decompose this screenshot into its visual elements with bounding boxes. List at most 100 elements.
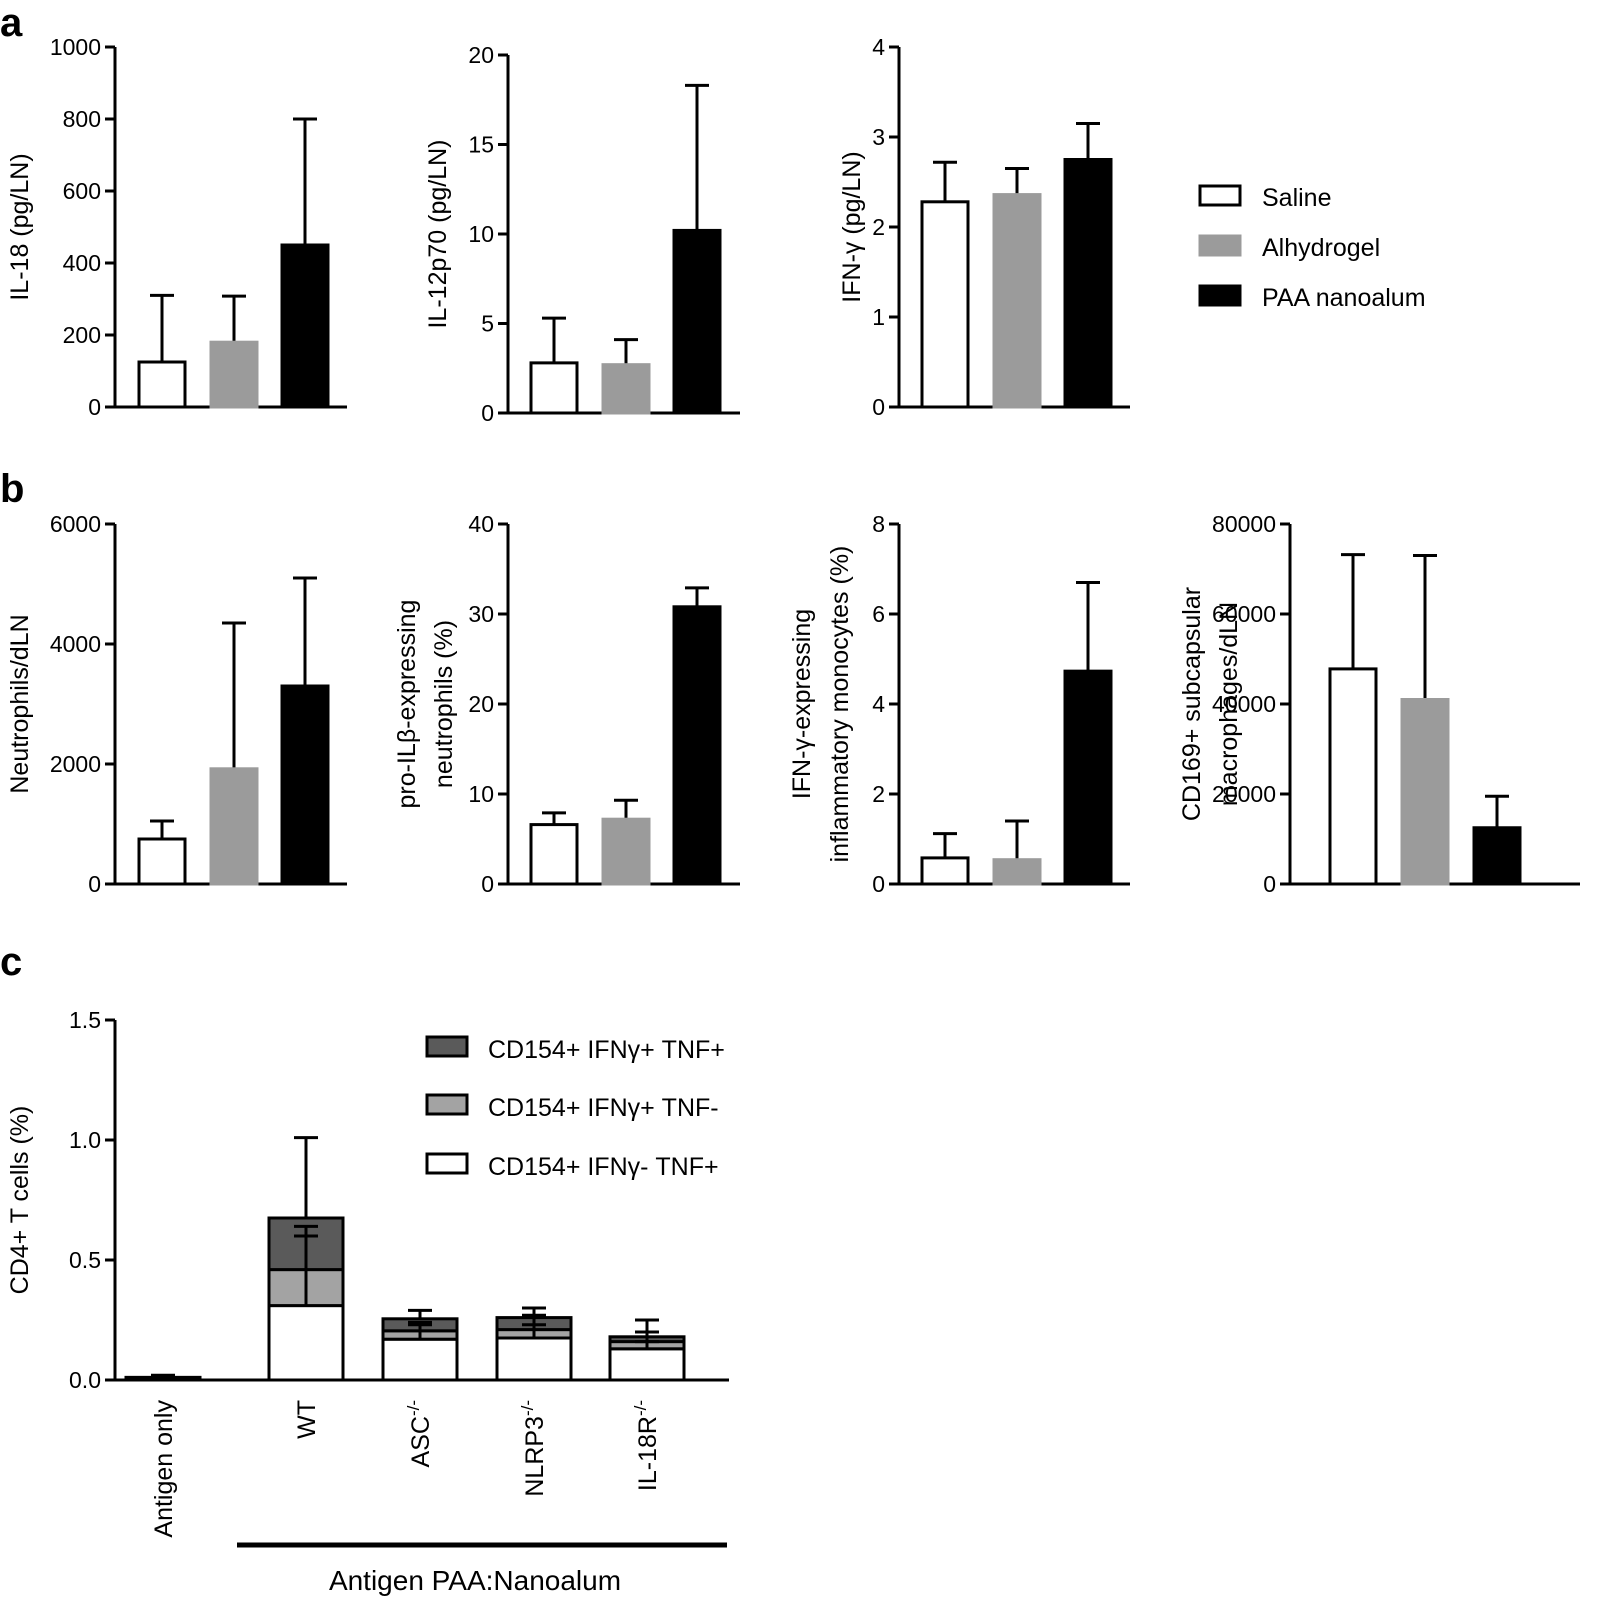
b2-ytick-label: 20 (468, 691, 494, 717)
b2-ylabel: pro-ILβ-expressing (393, 600, 421, 809)
b3-ytick-label: 4 (872, 691, 885, 717)
b3-ytick-label: 2 (872, 781, 885, 807)
b1-ytick-label: 2000 (50, 751, 101, 777)
legend-ab: Saline Alhydrogel PAA nanoalum (1198, 184, 1426, 312)
c-ytick-label: 1.5 (69, 1007, 101, 1033)
b4-bar-paa-nanoalum (1472, 826, 1522, 886)
legend-swatch-ifn-only (425, 1093, 469, 1116)
b3-ytick-label: 6 (872, 601, 885, 627)
a1-ylabel: IL-18 (pg/LN) (6, 153, 34, 300)
b4-ytick-label: 40000 (1212, 691, 1276, 717)
c-segment-0-2 (381, 1337, 459, 1382)
a3-ytick-label: 1 (872, 304, 885, 330)
c-category-label: Antigen only (150, 1400, 178, 1538)
a2-ytick-label: 0 (481, 400, 494, 426)
c-category-label: WT (293, 1400, 321, 1439)
b3-bar-paa-nanoalum (1063, 669, 1113, 886)
a3-ylabel: IFN-γ (pg/LN) (838, 151, 866, 302)
legend-label-ifn-only: CD154+ IFNγ+ TNF- (488, 1094, 719, 1122)
a1-ytick-label: 1000 (50, 34, 101, 60)
panel-label-a: a (0, 1, 23, 45)
b2-ytick-label: 10 (468, 781, 494, 807)
b2-bar-saline (529, 823, 579, 886)
legend-swatch-ifn-tnf (425, 1035, 469, 1058)
a3-bar-alhydrogel (992, 193, 1042, 409)
c-category-label: ASC-/- (404, 1400, 435, 1467)
b4-ylabel: CD169+ subcapsular (1178, 587, 1206, 821)
a2-bar-paa-nanoalum (672, 228, 722, 415)
a1-bar-saline (137, 360, 187, 409)
b1-bar-paa-nanoalum (280, 684, 330, 886)
b2-ytick-label: 30 (468, 601, 494, 627)
c-category-label: IL-18R-/- (631, 1400, 662, 1491)
b1-ylabel: Neutrophils/dLN (6, 614, 34, 793)
b4-ytick-label: 0 (1263, 871, 1276, 897)
legend-swatch-paa (1198, 284, 1242, 307)
b4-ytick-label: 60000 (1212, 601, 1276, 627)
c-category-label: NLRP3-/- (518, 1400, 549, 1497)
a3-bar-saline (920, 200, 970, 409)
b2-ylabel: neutrophils (%) (430, 620, 458, 788)
legend-swatch-alhydrogel (1198, 234, 1242, 257)
c-category-superscript: -/- (518, 1400, 537, 1416)
c-ytick-label: 1.0 (69, 1127, 101, 1153)
legend-swatch-saline (1198, 184, 1242, 207)
a2-ytick-label: 10 (468, 221, 494, 247)
c-ylabel: CD4+ T cells (%) (6, 1106, 34, 1295)
a1-bar-alhydrogel (209, 340, 259, 409)
a1-bar-paa-nanoalum (280, 243, 330, 409)
b3-ytick-label: 8 (872, 511, 885, 537)
b1-ytick-label: 0 (88, 871, 101, 897)
b3-bar-alhydrogel (992, 858, 1042, 886)
a3-ytick-label: 0 (872, 394, 885, 420)
a1-ytick-label: 800 (63, 106, 101, 132)
c-segment-0-3 (495, 1336, 573, 1382)
b3-ytick-label: 0 (872, 871, 885, 897)
legend-label-paa: PAA nanoalum (1262, 284, 1426, 312)
legend-label-tnf-only: CD154+ IFNγ- TNF+ (488, 1153, 719, 1181)
a2-ytick-label: 5 (481, 311, 494, 337)
b2-ytick-label: 40 (468, 511, 494, 537)
b2-ytick-label: 0 (481, 871, 494, 897)
panel-label-c: c (0, 940, 22, 984)
legend-swatch-tnf-only (425, 1152, 469, 1175)
a2-bar-alhydrogel (601, 363, 651, 415)
a1-ytick-label: 400 (63, 250, 101, 276)
a2-ylabel: IL-12p70 (pg/LN) (424, 139, 452, 328)
b4-ylabel: macrophages/dLN (1215, 602, 1243, 806)
b4-ytick-label: 80000 (1212, 511, 1276, 537)
c-ytick-label: 0.0 (69, 1367, 101, 1393)
a1-ytick-label: 0 (88, 394, 101, 420)
a3-ytick-label: 3 (872, 124, 885, 150)
b2-bar-alhydrogel (601, 817, 651, 886)
legend-label-saline: Saline (1262, 184, 1332, 212)
c-segment-0-1 (267, 1304, 345, 1382)
legend-c: CD154+ IFNγ+ TNF+ CD154+ IFNγ+ TNF- CD15… (425, 1035, 725, 1181)
a1-ytick-label: 200 (63, 322, 101, 348)
c-segment-0-4 (608, 1347, 686, 1382)
c-category-superscript: -/- (631, 1400, 650, 1416)
c-ytick-label: 0.5 (69, 1247, 101, 1273)
c-category-superscript: -/- (404, 1400, 423, 1416)
a3-ytick-label: 4 (872, 34, 885, 60)
group-label: Antigen PAA:Nanoalum (329, 1565, 621, 1596)
b1-bar-alhydrogel (209, 767, 259, 886)
b3-ylabel: IFN-γ-expressing (788, 609, 816, 799)
b2-bar-paa-nanoalum (672, 605, 722, 886)
a1-ytick-label: 600 (63, 178, 101, 204)
a2-ytick-label: 20 (468, 42, 494, 68)
a3-bar-paa-nanoalum (1063, 158, 1113, 409)
b1-ytick-label: 6000 (50, 511, 101, 537)
legend-label-ifn-tnf: CD154+ IFNγ+ TNF+ (488, 1036, 725, 1064)
a3-ytick-label: 2 (872, 214, 885, 240)
b4-bar-alhydrogel (1400, 698, 1450, 886)
panel-label-b: b (0, 467, 24, 511)
b4-bar-saline (1328, 667, 1378, 886)
b1-bar-saline (137, 837, 187, 886)
b1-ytick-label: 4000 (50, 631, 101, 657)
b4-ytick-label: 20000 (1212, 781, 1276, 807)
b3-bar-saline (920, 856, 970, 886)
